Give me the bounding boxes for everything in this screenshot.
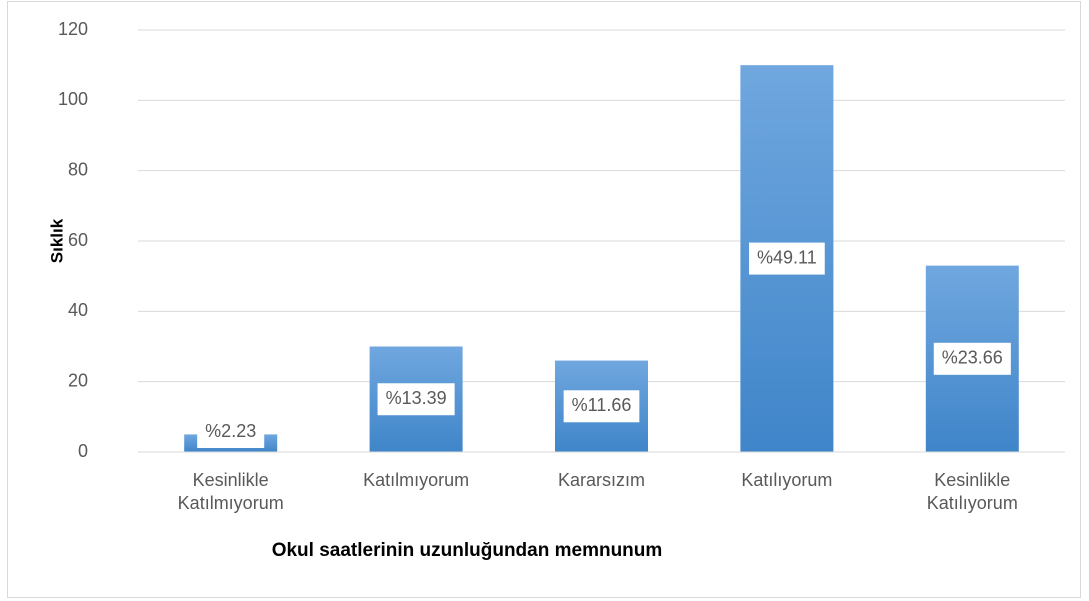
y-tick-label: 80 bbox=[68, 159, 88, 179]
x-tick-label: Kesinlikle Katılmıyorum bbox=[177, 470, 284, 513]
data-label: %13.39 bbox=[386, 388, 447, 408]
data-label-box bbox=[377, 383, 455, 416]
x-tick-label: Kesinlikle Katılıyorum bbox=[926, 470, 1018, 513]
data-label-box bbox=[749, 242, 825, 275]
data-label: %23.66 bbox=[942, 348, 1003, 368]
data-label: %11.66 bbox=[572, 395, 632, 415]
x-tick-label: Kararsızım bbox=[557, 470, 645, 490]
data-label-box bbox=[933, 342, 1011, 375]
y-tick-label: 100 bbox=[58, 89, 88, 109]
y-tick-label: 0 bbox=[78, 441, 88, 461]
y-tick-label: 20 bbox=[68, 370, 88, 390]
x-axis-title: Okul saatlerinin uzunluğundan memnunum bbox=[272, 540, 663, 561]
data-label-box bbox=[563, 390, 640, 423]
data-label: %49.11 bbox=[757, 247, 817, 267]
data-label-box bbox=[197, 416, 265, 448]
y-tick-label: 40 bbox=[68, 300, 88, 320]
x-tick-label: Katılıyorum bbox=[741, 470, 833, 490]
y-axis-title: Sıklık bbox=[47, 218, 66, 263]
y-tick-label: 120 bbox=[58, 19, 88, 39]
data-label: %2.23 bbox=[205, 421, 256, 441]
y-tick-label: 60 bbox=[68, 230, 88, 250]
x-tick-label: Katılmıyorum bbox=[363, 470, 470, 490]
